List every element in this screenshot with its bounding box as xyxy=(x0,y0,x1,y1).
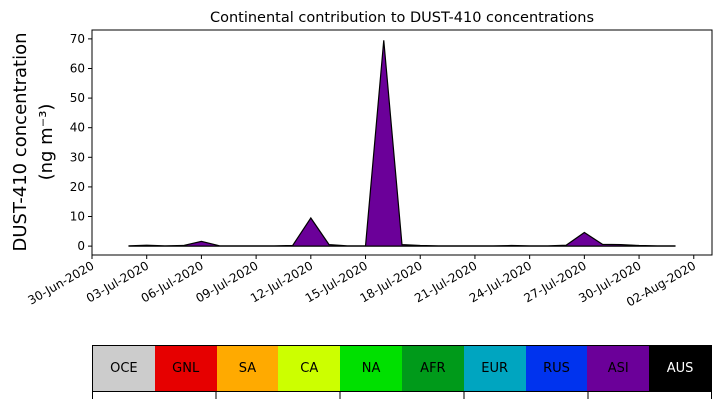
legend-item-oce: OCE xyxy=(93,346,155,391)
y-axis-label-line1: DUST-410 concentration xyxy=(10,32,31,251)
legend-item-ca: CA xyxy=(278,346,341,391)
legend-item-eur: EUR xyxy=(463,346,526,391)
legend-item-gnl: GNL xyxy=(154,346,217,391)
legend-item-aus: AUS xyxy=(649,346,711,391)
legend-item-sa: SA xyxy=(216,346,279,391)
area-asi xyxy=(128,40,676,247)
y-tick-label: 0 xyxy=(77,239,85,253)
y-tick-label: 30 xyxy=(70,150,85,164)
area-top-line xyxy=(128,40,676,247)
chart-title: Continental contribution to DUST-410 con… xyxy=(210,10,594,26)
legend-item-afr: AFR xyxy=(401,346,464,391)
y-tick-label: 10 xyxy=(70,210,85,224)
y-tick-label: 40 xyxy=(70,121,85,135)
y-tick-label: 50 xyxy=(70,91,85,105)
x-tick-label: 30-Jun-2020 xyxy=(26,258,97,307)
y-axis-label-line2: (ng m⁻³) xyxy=(36,104,57,181)
chart: Continental contribution to DUST-410 con… xyxy=(10,10,713,309)
legend-ticks xyxy=(92,392,712,399)
y-tick-label: 60 xyxy=(70,61,85,75)
legend-item-rus: RUS xyxy=(525,346,588,391)
legend-item-na: NA xyxy=(340,346,402,391)
y-tick-label: 70 xyxy=(70,32,85,46)
legend-colorbar: OCE GNL SA CA NA AFR EUR RUS ASI AUS xyxy=(92,345,712,392)
plot-frame xyxy=(91,29,713,256)
y-tick-label: 20 xyxy=(70,180,85,194)
legend-item-asi: ASI xyxy=(587,346,650,391)
